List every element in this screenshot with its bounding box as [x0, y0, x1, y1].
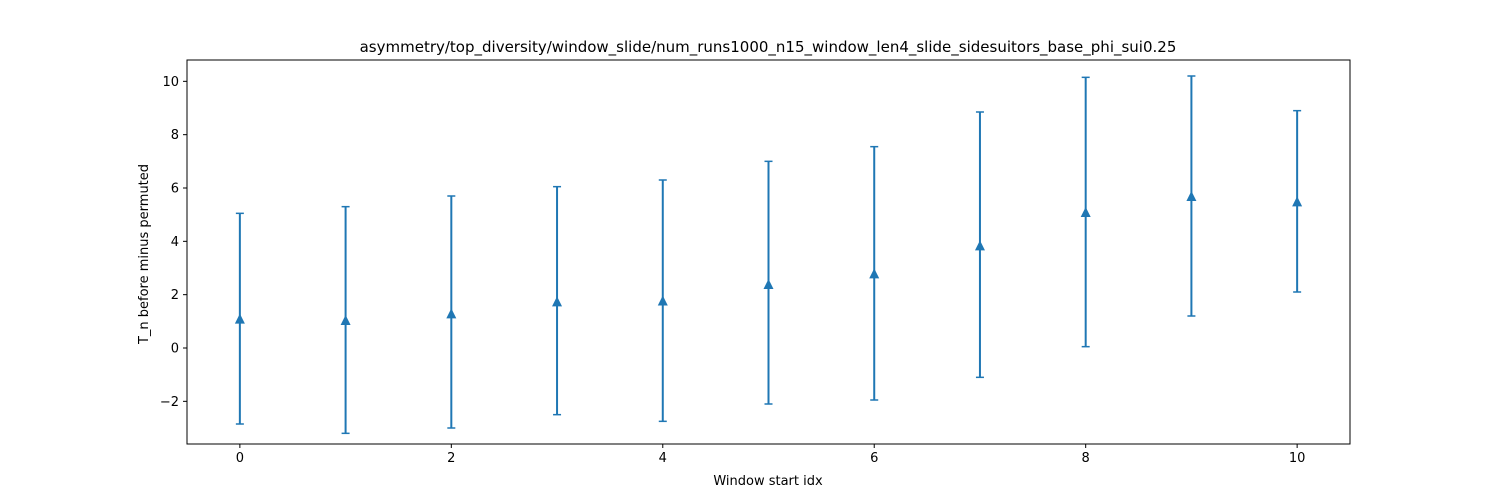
x-tick-label: 8 [1082, 451, 1090, 466]
x-tick-label: 6 [870, 451, 878, 466]
data-point [974, 240, 985, 251]
data-point [1080, 207, 1091, 217]
data-point [657, 295, 668, 306]
x-tick-label: 2 [447, 451, 455, 466]
y-tick-label: 8 [171, 128, 179, 143]
data-marks [234, 75, 1303, 435]
data-point [552, 296, 563, 307]
x-axis-label: Window start idx [713, 474, 823, 489]
y-tick-label: 10 [162, 75, 179, 90]
x-axis-ticks: 0 2 4 6 8 10 [236, 444, 1306, 466]
chart-title: asymmetry/top_diversity/window_slide/num… [360, 38, 1177, 57]
x-tick-label: 10 [1289, 451, 1306, 466]
y-axis-ticks: −2 0 2 4 6 8 10 [160, 75, 187, 410]
data-point [869, 268, 880, 279]
y-axis-label: T_n before minus permuted [137, 164, 152, 345]
data-point [446, 308, 457, 319]
x-tick-label: 4 [659, 451, 667, 466]
data-point [234, 313, 245, 324]
data-point [1292, 196, 1303, 207]
x-tick-label: 0 [236, 451, 244, 466]
plot-area-frame [186, 59, 1351, 445]
data-point [763, 279, 774, 289]
data-point [340, 315, 351, 325]
data-point [1186, 191, 1197, 201]
y-tick-label: −2 [160, 395, 179, 410]
y-tick-label: 6 [171, 182, 179, 197]
y-tick-label: 2 [171, 288, 179, 303]
y-tick-label: 0 [171, 342, 179, 357]
y-tick-label: 4 [171, 235, 179, 250]
